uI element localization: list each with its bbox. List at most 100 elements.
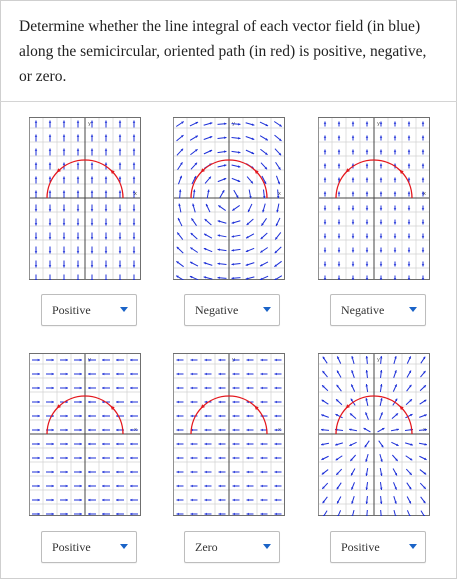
field-arrowhead: [88, 372, 91, 376]
field-arrowhead: [104, 279, 108, 280]
field-arrowhead: [62, 209, 66, 212]
field-arrowhead: [393, 177, 397, 180]
field-arrowhead: [260, 442, 263, 446]
field-arrowhead: [176, 358, 179, 362]
answer-dropdown-4[interactable]: Positive: [41, 531, 137, 563]
field-arrowhead: [224, 150, 227, 153]
field-arrowhead: [351, 370, 354, 373]
field-arrowhead: [379, 487, 383, 490]
field-arrowhead: [132, 223, 136, 226]
field-arrowhead: [90, 279, 94, 280]
field-arrowhead: [335, 443, 338, 446]
field-arrowhead: [262, 209, 265, 213]
field-arrowhead: [102, 512, 105, 516]
field-arrowhead: [204, 372, 207, 376]
field-arrowhead: [232, 358, 235, 362]
field-arrowhead: [104, 223, 108, 226]
field-arrow: [323, 510, 328, 516]
field-arrowhead: [337, 264, 341, 267]
field-arrowhead: [260, 498, 263, 502]
answer-dropdown-3[interactable]: Negative: [330, 294, 426, 326]
field-arrowhead: [238, 122, 241, 126]
field-arrowhead: [274, 414, 277, 418]
field-arrowhead: [379, 222, 383, 225]
field-arrowhead: [379, 278, 383, 280]
field-arrowhead: [323, 264, 327, 267]
field-arrowhead: [246, 222, 250, 225]
field-arrowhead: [365, 135, 369, 138]
answer-dropdown-value: Positive: [52, 303, 91, 317]
field-arrowhead: [37, 414, 40, 418]
field-arrowhead: [274, 456, 277, 460]
field-arrowhead: [65, 512, 68, 516]
field-arrowhead: [323, 149, 327, 152]
field-arrowhead: [380, 444, 384, 448]
field-arrowhead: [351, 177, 355, 180]
chevron-down-icon: [263, 544, 271, 549]
field-arrowhead: [88, 442, 91, 446]
field-arrowhead: [274, 428, 277, 432]
field-arrowhead: [275, 223, 279, 227]
field-arrowhead: [237, 165, 241, 168]
field-arrowhead: [65, 470, 68, 474]
field-arrowhead: [90, 120, 94, 123]
field-arrowhead: [395, 413, 399, 416]
field-arrowhead: [394, 398, 398, 402]
field-arrowhead: [232, 470, 235, 474]
answer-dropdown-6[interactable]: Positive: [330, 531, 426, 563]
field-arrowhead: [423, 500, 426, 504]
field-arrowhead: [321, 443, 324, 446]
field-arrowhead: [62, 237, 66, 240]
field-arrowhead: [116, 428, 119, 432]
field-arrowhead: [422, 356, 426, 360]
field-arrowhead: [190, 261, 193, 265]
field-arrowhead: [247, 209, 251, 213]
field-arrowhead: [34, 223, 38, 226]
x-axis-label: x: [134, 191, 137, 197]
field-arrowhead: [76, 237, 80, 240]
field-arrowhead: [260, 372, 263, 376]
answer-dropdown-5[interactable]: Zero: [184, 531, 280, 563]
field-arrowhead: [409, 414, 413, 417]
field-arrowhead: [407, 177, 411, 180]
field-arrowhead: [365, 191, 369, 194]
field-arrowhead: [190, 247, 193, 250]
field-arrowhead: [379, 250, 383, 253]
field-arrow: [366, 509, 368, 516]
field-arrowhead: [176, 275, 179, 278]
field-arrowhead: [191, 218, 194, 221]
field-arrowhead: [102, 484, 105, 488]
field-arrowhead: [380, 412, 383, 415]
field-arrowhead: [265, 123, 269, 127]
field-arrowhead: [62, 223, 66, 226]
field-arrowhead: [203, 262, 207, 265]
field-arrowhead: [407, 135, 411, 138]
field-arrowhead: [365, 236, 369, 239]
field-arrowhead: [251, 123, 255, 126]
field-arrowhead: [365, 278, 369, 280]
field-arrowhead: [48, 176, 52, 179]
field-arrowhead: [274, 386, 277, 390]
vector-field-plot-4: yx: [29, 353, 141, 516]
field-arrowhead: [218, 400, 221, 404]
arrow-icon: [254, 169, 259, 174]
field-arrowhead: [408, 356, 411, 359]
field-arrowhead: [379, 264, 383, 267]
answer-dropdown-1[interactable]: Positive: [41, 294, 137, 326]
field-arrowhead: [274, 400, 277, 404]
field-arrowhead: [104, 209, 108, 212]
field-arrowhead: [176, 484, 179, 488]
vector-field-plot-6: yx: [318, 353, 430, 516]
field-arrowhead: [76, 190, 80, 193]
field-arrowhead: [274, 358, 277, 362]
field-arrowhead: [351, 191, 355, 194]
field-arrowhead: [351, 515, 354, 516]
field-arrowhead: [393, 121, 397, 124]
field-arrowhead: [48, 162, 52, 165]
field-arrowhead: [88, 414, 91, 418]
field-arrowhead: [204, 428, 207, 432]
field-arrowhead: [34, 148, 38, 151]
field-arrowhead: [130, 512, 133, 516]
answer-dropdown-2[interactable]: Negative: [184, 294, 280, 326]
